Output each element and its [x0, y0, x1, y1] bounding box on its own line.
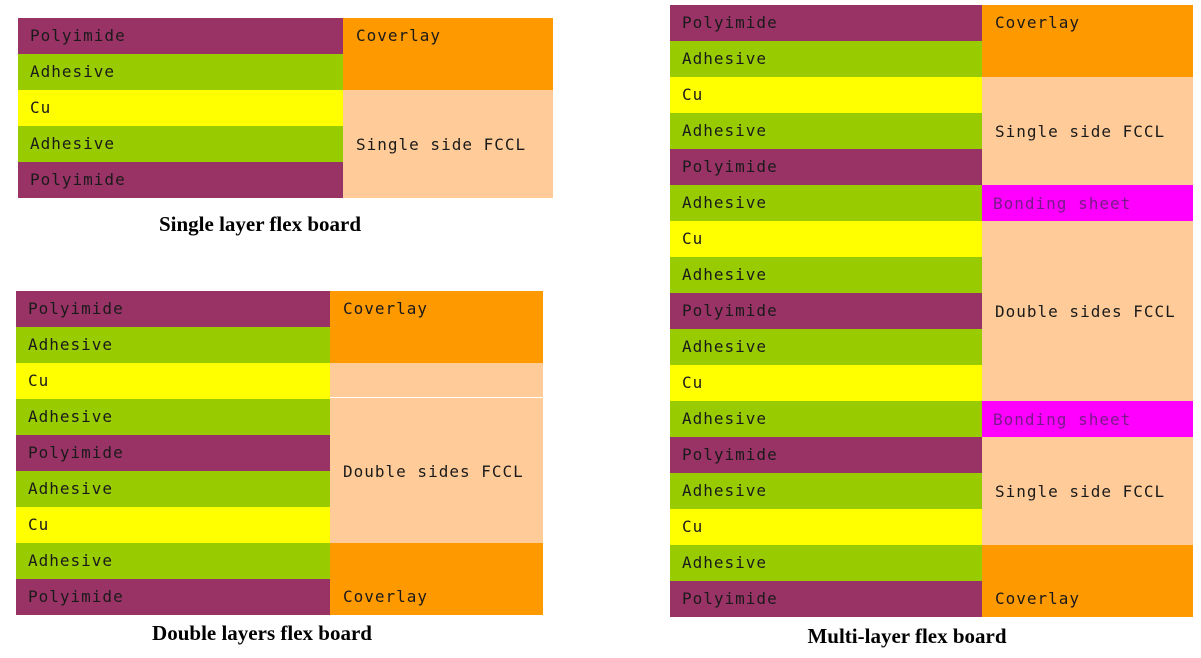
layer-polyimide: Polyimide [18, 162, 343, 198]
group-double-sides-fccl: Double sides FCCL [982, 221, 1193, 401]
group-coverlay-top: Coverlay [330, 291, 543, 363]
group-bonding-sheet-bottom: Bonding sheet [982, 401, 1193, 437]
caption-multi-layer: Multi-layer flex board [807, 624, 1007, 648]
group-double-sides-fccl: Double sides FCCL [330, 399, 543, 543]
layer-adhesive: Adhesive [670, 329, 982, 365]
group-single-side-fccl-top: Single side FCCL [982, 77, 1193, 185]
group-single-side-fccl-bottom: Single side FCCL [982, 437, 1193, 545]
layer-polyimide: Polyimide [670, 437, 982, 473]
single-layer-board: Polyimide Adhesive Cu Adhesive Polyimide… [18, 18, 553, 198]
layer-cu: Cu [670, 221, 982, 257]
group-single-side-fccl: Single side FCCL [343, 90, 553, 198]
layer-polyimide: Polyimide [18, 18, 343, 54]
layer-polyimide: Polyimide [16, 579, 330, 615]
group-coverlay-top: Coverlay [982, 5, 1193, 77]
layer-adhesive: Adhesive [670, 41, 982, 77]
layer-adhesive: Adhesive [670, 473, 982, 509]
layer-adhesive: Adhesive [16, 471, 330, 507]
layer-adhesive: Adhesive [18, 126, 343, 162]
layer-adhesive: Adhesive [16, 327, 330, 363]
group-coverlay-bottom: Coverlay [982, 545, 1193, 617]
layer-polyimide: Polyimide [670, 293, 982, 329]
group-label: Double sides FCCL [343, 461, 524, 481]
layer-polyimide: Polyimide [16, 291, 330, 327]
layer-adhesive: Adhesive [16, 399, 330, 435]
group-bonding-sheet-top: Bonding sheet [982, 185, 1193, 221]
caption-single-layer: Single layer flex board [158, 212, 362, 236]
group-label: Single side FCCL [356, 134, 527, 154]
group-label: Coverlay [343, 299, 429, 318]
layer-polyimide: Polyimide [670, 149, 982, 185]
group-coverlay-bottom: Coverlay [330, 543, 543, 615]
layer-adhesive: Adhesive [670, 113, 982, 149]
layer-cu: Cu [670, 365, 982, 401]
layer-cu: Cu [670, 77, 982, 113]
multi-layer-board: Polyimide Adhesive Cu Adhesive Polyimide… [670, 5, 1193, 617]
layer-polyimide: Polyimide [670, 581, 982, 617]
layer-cu: Cu [16, 507, 330, 543]
layer-cu: Cu [670, 509, 982, 545]
layer-adhesive: Adhesive [670, 401, 982, 437]
layer-cu: Cu [16, 363, 330, 399]
layer-adhesive: Adhesive [670, 545, 982, 581]
caption-double-layers: Double layers flex board [152, 621, 372, 645]
group-label: Bonding sheet [993, 193, 1132, 213]
group-label: Single side FCCL [995, 481, 1166, 501]
layer-cu: Cu [18, 90, 343, 126]
layer-adhesive: Adhesive [670, 185, 982, 221]
group-label: Bonding sheet [993, 409, 1132, 429]
group-label: Coverlay [343, 587, 429, 606]
layer-adhesive: Adhesive [18, 54, 343, 90]
layer-adhesive: Adhesive [670, 257, 982, 293]
group-fccl-cu-cell [330, 363, 543, 399]
group-coverlay: Coverlay [343, 18, 553, 90]
group-label: Single side FCCL [995, 121, 1166, 141]
layer-polyimide: Polyimide [670, 5, 982, 41]
layer-polyimide: Polyimide [16, 435, 330, 471]
layer-adhesive: Adhesive [16, 543, 330, 579]
group-label: Coverlay [995, 589, 1081, 608]
double-layers-board: Polyimide Adhesive Cu Adhesive Polyimide… [16, 291, 543, 615]
group-label: Coverlay [356, 26, 442, 45]
group-label: Coverlay [995, 13, 1081, 32]
cell-divider [330, 397, 543, 398]
group-label: Double sides FCCL [995, 301, 1176, 321]
